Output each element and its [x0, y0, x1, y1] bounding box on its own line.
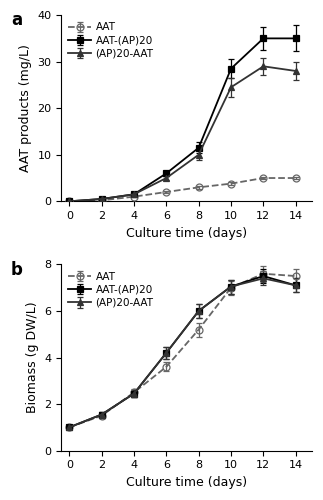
Y-axis label: AAT products (mg/L): AAT products (mg/L) [19, 44, 32, 172]
X-axis label: Culture time (days): Culture time (days) [126, 476, 247, 489]
X-axis label: Culture time (days): Culture time (days) [126, 226, 247, 239]
Y-axis label: Biomass (g DW/L): Biomass (g DW/L) [26, 302, 39, 414]
Text: a: a [11, 12, 22, 30]
Legend: AAT, AAT-(AP)20, (AP)20-AAT: AAT, AAT-(AP)20, (AP)20-AAT [67, 270, 156, 310]
Legend: AAT, AAT-(AP)20, (AP)20-AAT: AAT, AAT-(AP)20, (AP)20-AAT [67, 20, 156, 60]
Text: b: b [11, 260, 23, 278]
